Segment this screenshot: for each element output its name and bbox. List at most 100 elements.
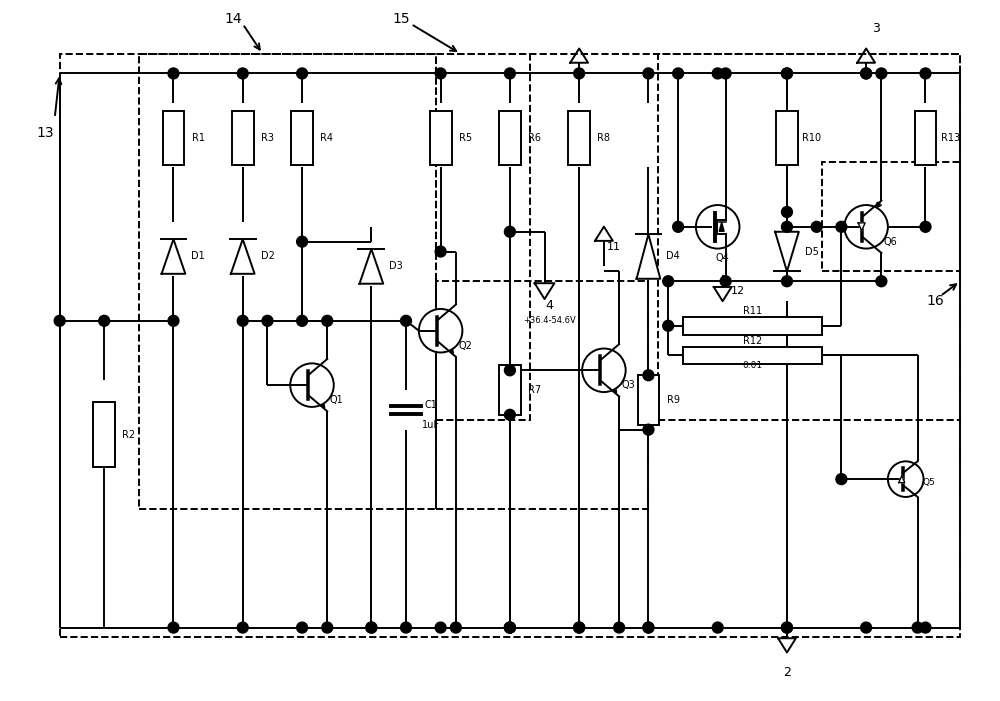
Circle shape	[401, 315, 411, 326]
Circle shape	[876, 275, 887, 287]
Circle shape	[574, 622, 585, 633]
Text: R4: R4	[320, 132, 333, 143]
Circle shape	[435, 68, 446, 79]
Text: 14: 14	[224, 12, 242, 26]
Circle shape	[782, 207, 792, 217]
Bar	[638, 375, 659, 425]
Text: R6: R6	[528, 132, 541, 143]
Text: R8: R8	[597, 132, 610, 143]
Text: 12: 12	[730, 286, 745, 296]
Polygon shape	[162, 239, 185, 274]
Bar	[60, 54, 960, 637]
Circle shape	[297, 236, 308, 247]
Circle shape	[836, 222, 847, 232]
Text: R3: R3	[261, 132, 274, 143]
Text: 11: 11	[607, 242, 621, 252]
Circle shape	[643, 622, 654, 633]
Circle shape	[696, 205, 739, 249]
Text: Q6: Q6	[884, 237, 898, 247]
Circle shape	[782, 622, 792, 633]
Circle shape	[782, 68, 792, 79]
Circle shape	[861, 622, 872, 633]
Circle shape	[920, 622, 931, 633]
Bar	[436, 281, 648, 509]
Text: Q1: Q1	[330, 395, 344, 405]
Text: R9: R9	[667, 395, 680, 405]
Circle shape	[844, 205, 888, 249]
Bar	[139, 54, 436, 509]
Circle shape	[912, 622, 923, 633]
Circle shape	[366, 622, 377, 633]
Circle shape	[888, 461, 924, 497]
Circle shape	[262, 315, 273, 326]
Circle shape	[643, 622, 654, 633]
Text: 4: 4	[546, 299, 553, 313]
Text: R11: R11	[743, 306, 762, 316]
Bar	[776, 111, 798, 165]
Text: D1: D1	[191, 252, 205, 261]
Bar	[683, 317, 822, 334]
Circle shape	[168, 315, 179, 326]
Circle shape	[861, 68, 872, 79]
Text: Q5: Q5	[922, 477, 935, 486]
Circle shape	[782, 68, 792, 79]
Circle shape	[582, 348, 626, 392]
Bar	[499, 111, 521, 165]
Circle shape	[168, 622, 179, 633]
Circle shape	[643, 424, 654, 435]
Bar	[93, 402, 115, 467]
Text: 0.01: 0.01	[742, 361, 762, 370]
Circle shape	[450, 622, 461, 633]
Text: R10: R10	[802, 132, 821, 143]
Circle shape	[720, 275, 731, 287]
Circle shape	[237, 622, 248, 633]
Text: R2: R2	[122, 430, 135, 440]
Text: 16: 16	[927, 294, 944, 308]
Circle shape	[99, 315, 110, 326]
Circle shape	[237, 315, 248, 326]
Text: Q2: Q2	[458, 341, 472, 350]
Circle shape	[782, 622, 792, 633]
Circle shape	[419, 309, 462, 353]
Circle shape	[614, 622, 625, 633]
Polygon shape	[359, 249, 383, 284]
Circle shape	[504, 622, 515, 633]
Circle shape	[574, 68, 585, 79]
Bar	[232, 111, 254, 165]
Text: Q4: Q4	[716, 254, 730, 264]
Bar	[436, 54, 530, 420]
Circle shape	[643, 68, 654, 79]
Circle shape	[297, 68, 308, 79]
Bar	[291, 111, 313, 165]
Text: 3: 3	[872, 22, 880, 36]
Bar	[568, 111, 590, 165]
Circle shape	[712, 622, 723, 633]
Text: +36.4-54.6V: +36.4-54.6V	[523, 316, 576, 325]
Circle shape	[574, 622, 585, 633]
Circle shape	[836, 474, 847, 484]
Circle shape	[504, 622, 515, 633]
Text: D5: D5	[805, 247, 819, 257]
Circle shape	[297, 315, 308, 326]
Circle shape	[290, 363, 334, 407]
Text: 13: 13	[36, 125, 54, 139]
Polygon shape	[719, 222, 724, 231]
Circle shape	[811, 222, 822, 232]
Circle shape	[435, 246, 446, 257]
Text: R12: R12	[743, 336, 762, 346]
Bar	[915, 111, 936, 165]
Circle shape	[322, 315, 333, 326]
Circle shape	[504, 409, 515, 421]
Circle shape	[504, 226, 515, 237]
Polygon shape	[231, 239, 255, 274]
Circle shape	[920, 222, 931, 232]
Circle shape	[504, 365, 515, 376]
Circle shape	[643, 370, 654, 381]
Bar	[658, 54, 960, 420]
Text: D3: D3	[389, 261, 403, 271]
Circle shape	[322, 622, 333, 633]
Circle shape	[782, 275, 792, 287]
Bar	[822, 163, 960, 271]
Circle shape	[237, 68, 248, 79]
Circle shape	[920, 68, 931, 79]
